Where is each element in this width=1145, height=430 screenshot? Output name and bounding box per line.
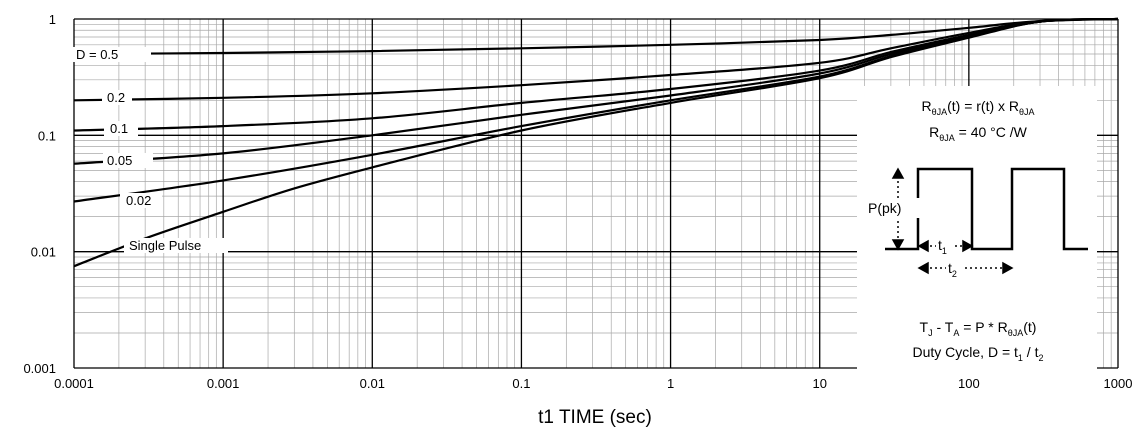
curve-label-single-pulse: Single Pulse: [129, 238, 201, 253]
formula-r-t: RθJA(t) = r(t) x RθJA: [921, 98, 1034, 117]
curve-label-d02: 0.2: [107, 90, 125, 105]
curve-label-d01: 0.1: [110, 121, 128, 136]
formula-tj-ta: TJ - TA = P * RθJA(t): [920, 319, 1037, 338]
formula-duty-cycle: Duty Cycle, D = t1 / t2: [912, 344, 1043, 363]
series-line-0: [73, 17, 1119, 56]
y-tick-label: 1: [49, 12, 56, 27]
y-tick-label: 0.1: [38, 128, 56, 143]
pulse-label: P(pk): [868, 200, 901, 216]
pulse-dimension-arrows: [891, 167, 1014, 275]
x-tick-label: 1000: [1104, 376, 1133, 391]
grid: [73, 18, 1119, 369]
x-tick-label: 0.01: [360, 376, 385, 391]
x-axis-label: t1 TIME (sec): [538, 407, 652, 428]
series-line-5: [73, 17, 1119, 268]
t2-label: t2: [948, 260, 957, 279]
x-tick-label: 100: [958, 376, 980, 391]
x-tick-label: 0.001: [207, 376, 240, 391]
x-tick-label: 0.1: [512, 376, 530, 391]
x-tick-label: 1: [667, 376, 674, 391]
t1-label: t1: [938, 237, 947, 256]
annotation-box: RθJA(t) = r(t) x RθJA RθJA = 40 °C /W P(…: [857, 86, 1097, 369]
x-tick-label: 10: [812, 376, 826, 391]
curve-label-d05: D = 0.5: [76, 47, 118, 62]
curves: [73, 17, 1119, 268]
x-tick-label: 0.0001: [54, 376, 94, 391]
formula-r-value: RθJA = 40 °C /W: [929, 124, 1028, 143]
curve-label-d002: 0.02: [126, 193, 151, 208]
series-line-1: [73, 17, 1119, 102]
y-tick-label: 0.01: [31, 245, 56, 260]
series-line-3: [73, 17, 1119, 165]
tick-labels: 0.0001 0.001 0.01 0.1 1 10 100 100010.10.010.00…: [23, 12, 1132, 391]
curve-labels: D = 0.5 0.2 0.1 0.05 0.02 Single Pulse: [73, 47, 228, 253]
curve-label-d005: 0.05: [107, 153, 132, 168]
y-tick-label: 0.001: [23, 361, 56, 376]
